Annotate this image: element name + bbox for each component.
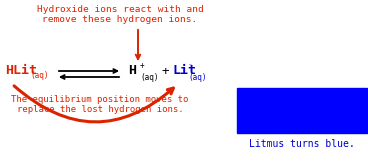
Text: H: H: [128, 64, 136, 77]
Text: ⁻: ⁻: [188, 61, 192, 70]
Text: Lit: Lit: [172, 64, 196, 77]
Text: remove these hydrogen ions.: remove these hydrogen ions.: [42, 15, 198, 24]
Bar: [237, 88, 367, 133]
Text: Hydroxide ions react with and: Hydroxide ions react with and: [37, 5, 204, 14]
Text: replace the lost hydrogen ions.: replace the lost hydrogen ions.: [17, 105, 183, 114]
Text: +: +: [162, 64, 170, 77]
Text: (aq): (aq): [140, 73, 159, 82]
Text: +: +: [140, 61, 145, 70]
Text: (aq): (aq): [188, 73, 206, 82]
Text: Litmus turns blue.: Litmus turns blue.: [249, 139, 355, 149]
Text: The equilibrium position moves to: The equilibrium position moves to: [11, 95, 189, 104]
Text: (aq): (aq): [30, 71, 49, 80]
Text: HLit: HLit: [5, 64, 37, 77]
